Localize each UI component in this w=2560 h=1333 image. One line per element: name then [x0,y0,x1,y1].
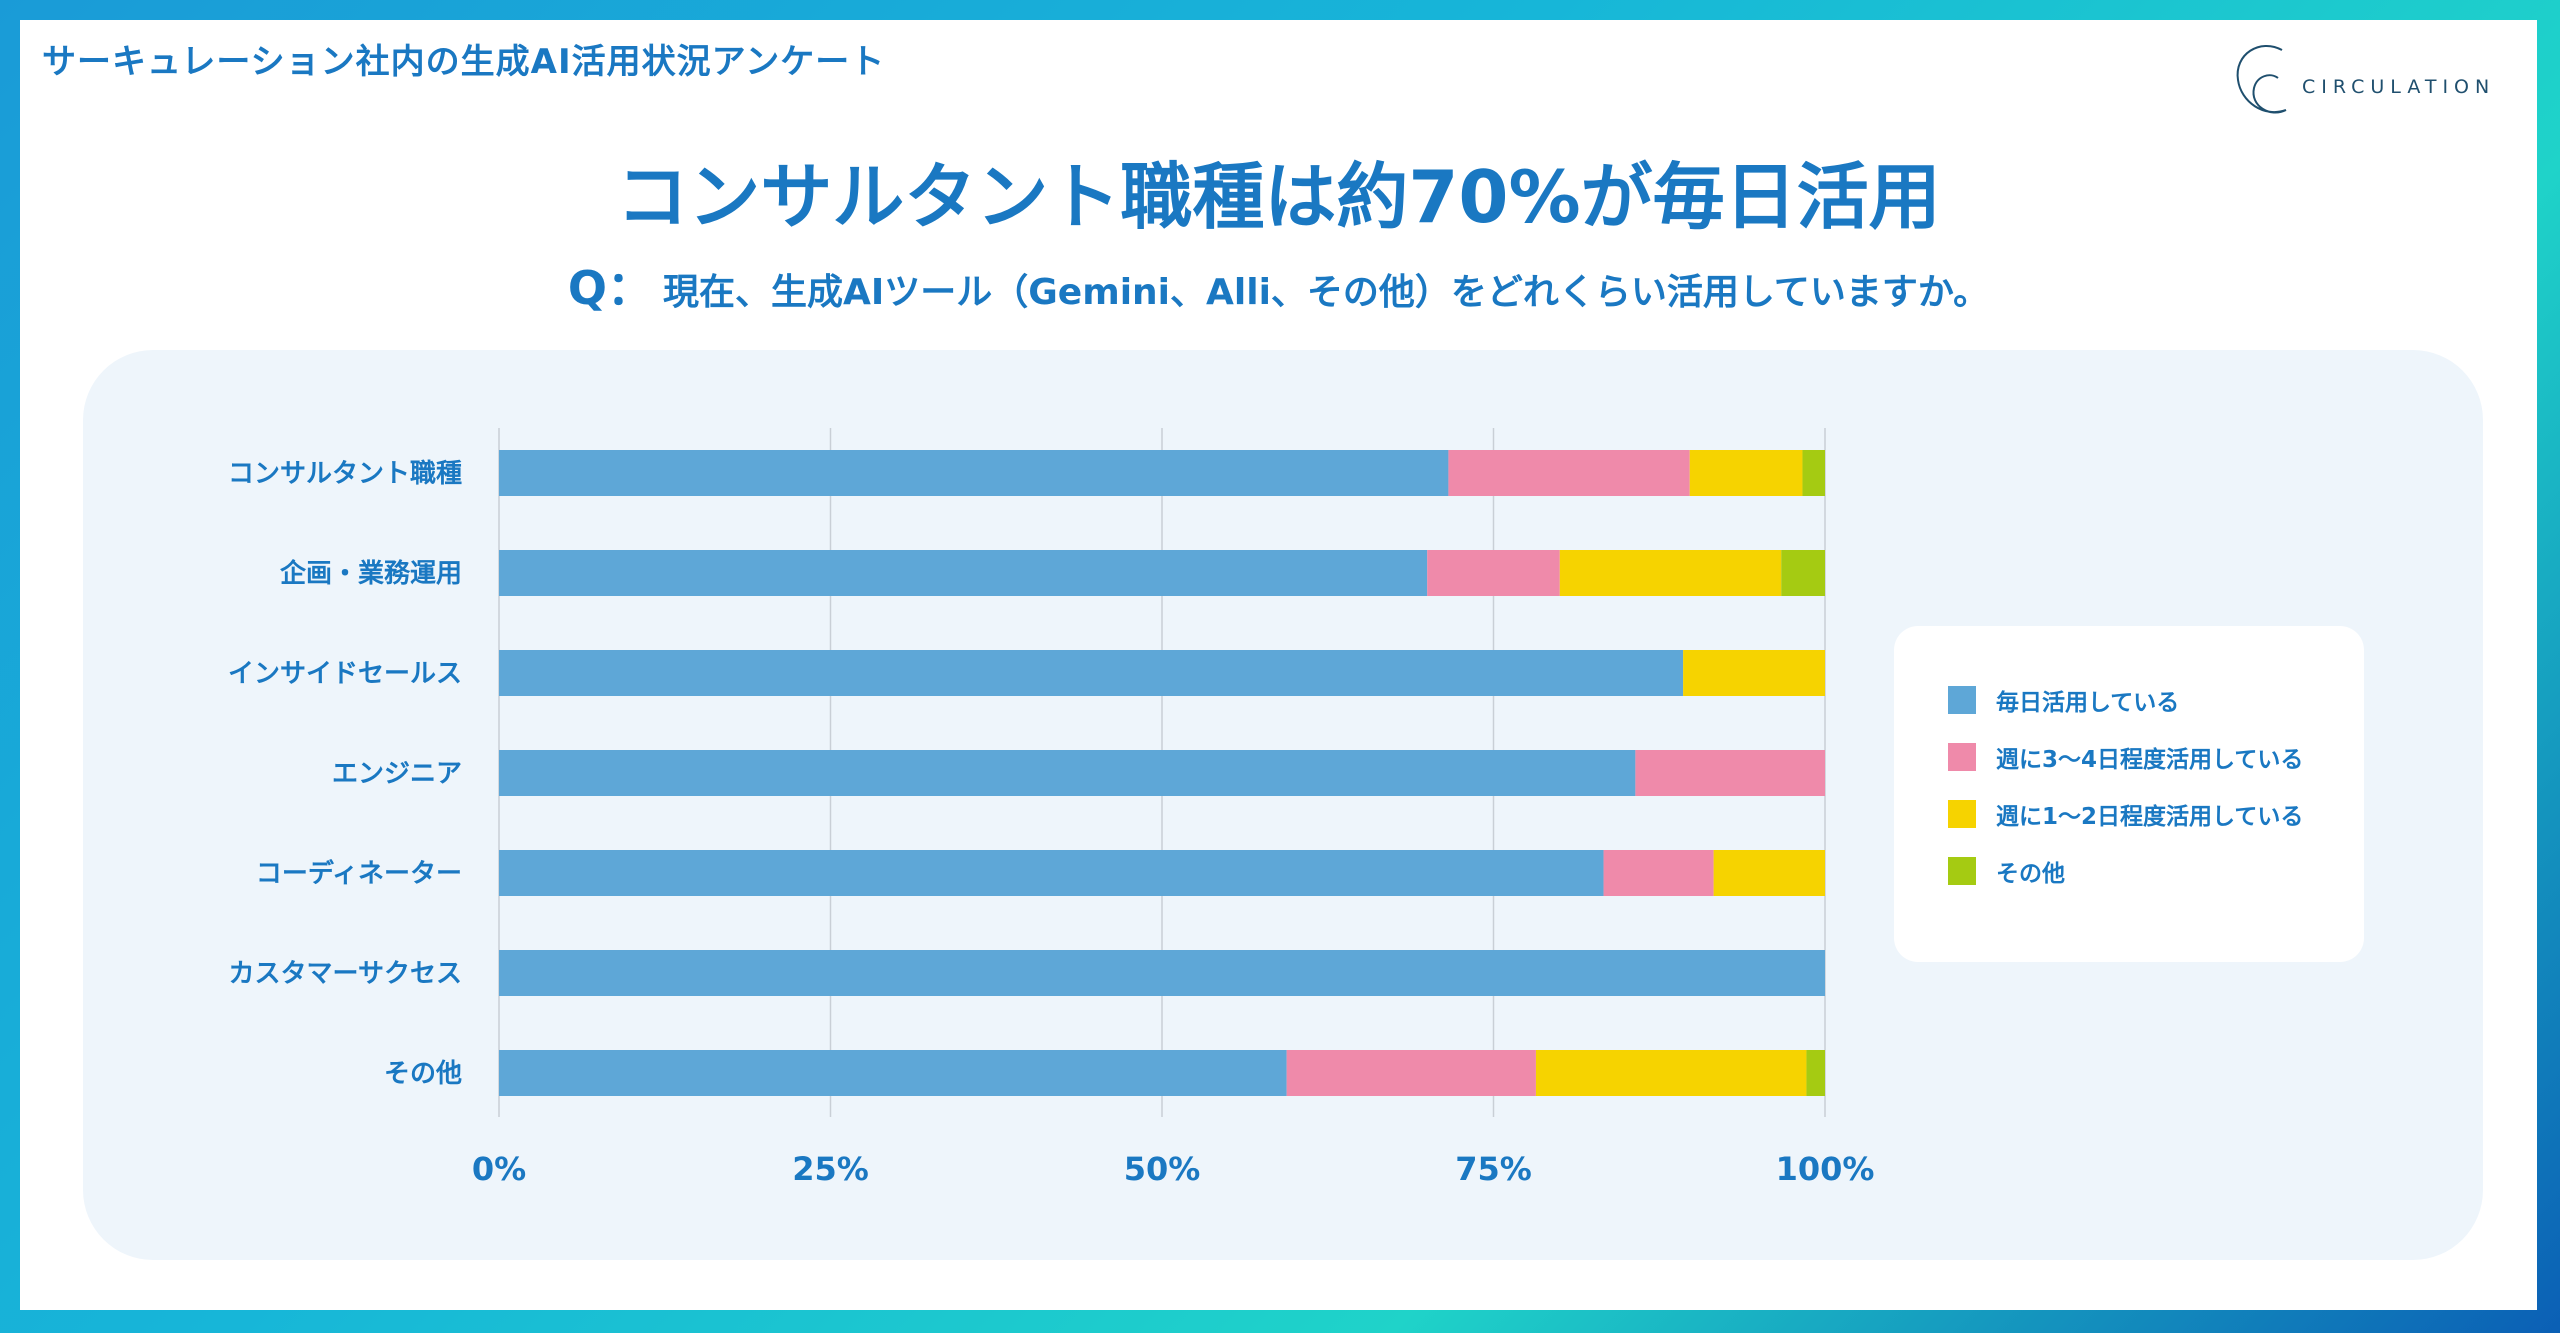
legend-label: 週に3〜4日程度活用している [1996,747,2304,773]
x-tick-label: 50% [1124,1150,1201,1188]
bar-segment [1683,650,1825,696]
bar-segment [499,450,1449,496]
bar-segment [1689,450,1803,496]
header-title: サーキュレーション社内の生成AI活用状況アンケート [42,42,886,82]
bar-segment [1559,550,1782,596]
bar-segment [499,750,1636,796]
logo-text: CIRCULATION [2302,76,2496,98]
bar-segment [1781,550,1825,596]
question-text: 現在、生成AIツール（Gemini、Alli、その他）をどれくらい活用しています… [662,272,1990,313]
stacked-bar-chart: 0% 25% 50% 75% 100% コンサルタント職種企画・業務運用インサイドセールス… [228,428,1874,1188]
bar-layer [499,450,1825,1096]
legend-label: 毎日活用している [1996,690,2180,716]
legend-item: 毎日活用している [1948,680,2179,720]
legend-item: その他 [1948,851,2065,891]
x-tick-label: 25% [792,1150,869,1188]
legend-item: 週に3〜4日程度活用している [1948,737,2303,777]
category-label: 企画・業務運用 [280,558,462,589]
x-tick-label: 0% [472,1150,526,1188]
legend-swatch [1948,857,1976,885]
legend-swatch [1948,800,1976,828]
circulation-logo-icon [2236,45,2287,114]
bar-segment [1535,1050,1807,1096]
headline: コンサルタント職種は約70%が毎日活用 [616,155,1941,239]
x-tick-label: 100% [1776,1150,1875,1188]
category-label: コーディネーター [256,858,462,889]
bar-segment [1603,850,1714,896]
label-layer: 0% 25% 50% 75% 100% コンサルタント職種企画・業務運用インサイドセールス… [228,459,1874,1188]
question: Q： 現在、生成AIツール（Gemini、Alli、その他）をどれくらい活用してい… [20,252,2537,318]
slide: サーキュレーション社内の生成AI活用状況アンケート CIRCULATION コン… [20,20,2537,1310]
legend-label: 週に1〜2日程度活用している [1996,804,2304,830]
category-label: カスタマーサクセス [229,959,462,989]
category-label: その他 [384,1059,462,1089]
bar-segment [1635,750,1825,796]
bar-segment [1802,450,1825,496]
bar-segment [499,650,1684,696]
legend-swatch [1948,686,1976,714]
bar-segment [1448,450,1690,496]
bar-segment [499,550,1428,596]
category-label: コンサルタント職種 [228,459,462,489]
legend-swatch [1948,743,1976,771]
bar-segment [499,950,1825,996]
bar-segment [1806,1050,1825,1096]
x-tick-label: 75% [1455,1150,1532,1188]
legend-label: その他 [1996,861,2065,887]
logo: CIRCULATION [2230,36,2510,126]
bar-segment [1713,850,1825,896]
legend-item: 週に1〜2日程度活用している [1948,794,2303,834]
bar-segment [1286,1050,1536,1096]
bar-segment [499,850,1604,896]
bar-segment [499,1050,1287,1096]
category-label: インサイドセールス [228,659,462,689]
bar-segment [1427,550,1560,596]
category-label: エンジニア [332,759,462,789]
question-mark: Q： [567,261,653,315]
legend: 毎日活用している週に3〜4日程度活用している 週に1〜2日程度活用している その他 [1894,626,2364,962]
